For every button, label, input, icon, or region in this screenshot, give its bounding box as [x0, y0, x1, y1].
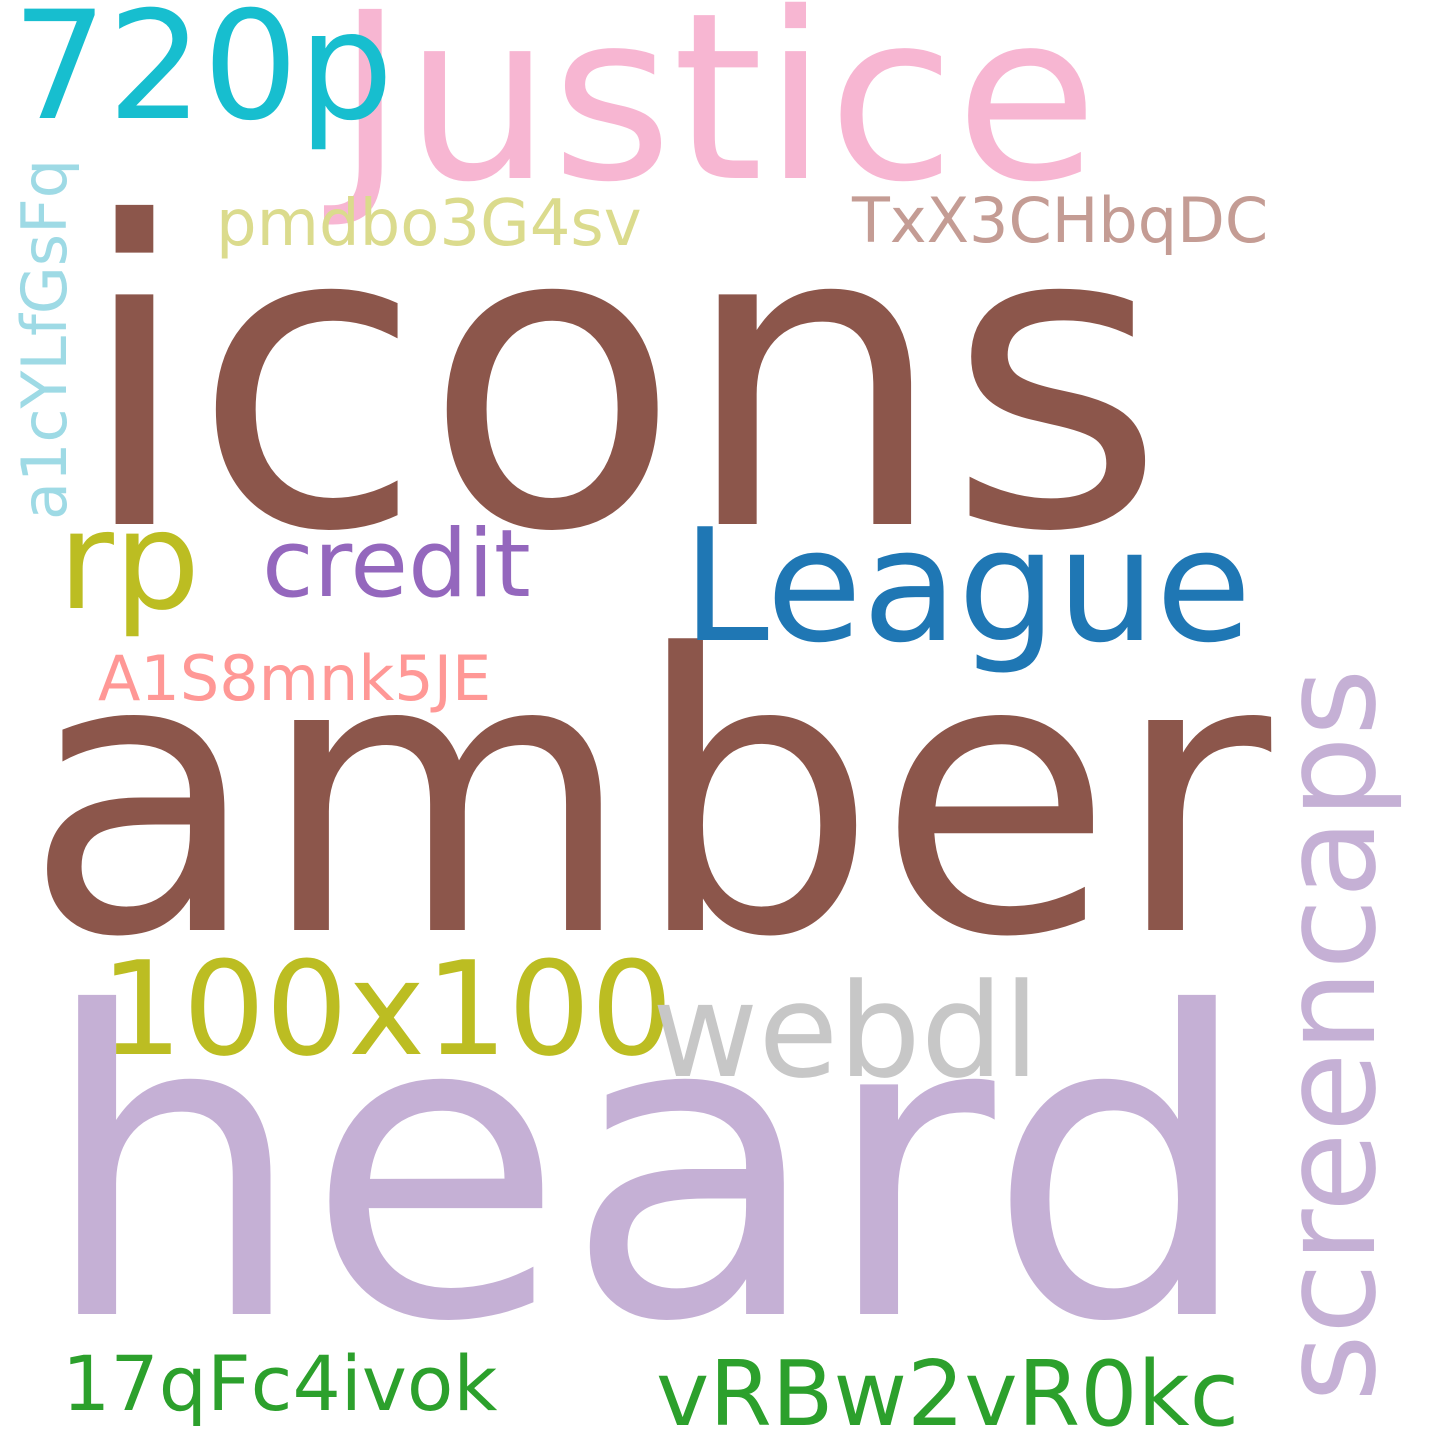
word-vrbw2vr0kc: vRBw2vR0kc [656, 1342, 1240, 1440]
word-webdl: webdl [652, 955, 1040, 1107]
word-league: League [682, 495, 1252, 677]
word-txx3chbqdc: TxX3CHbqDC [852, 184, 1269, 257]
word-heard: heard [40, 925, 1254, 1414]
word-icons: icons [76, 135, 1166, 624]
word-credit: credit [262, 510, 531, 619]
word-720p: 720p [12, 0, 394, 154]
word-justice: Justice [336, 0, 1099, 233]
word-rp: rp [58, 483, 201, 641]
word-a1s8mnk5je: A1S8mnk5JE [98, 642, 492, 715]
word-screencaps: screencaps [1253, 668, 1405, 1402]
word-pmdbo3g4sv: pmdbo3G4sv [216, 187, 642, 261]
word-a1cylfgsfq: a1cYLfGsFq [8, 158, 81, 520]
word-amber: amber [24, 574, 1272, 1021]
word-17qfc4ivok: 17qFc4ivok [62, 1339, 498, 1428]
word-100x100: 100x100 [100, 933, 674, 1085]
